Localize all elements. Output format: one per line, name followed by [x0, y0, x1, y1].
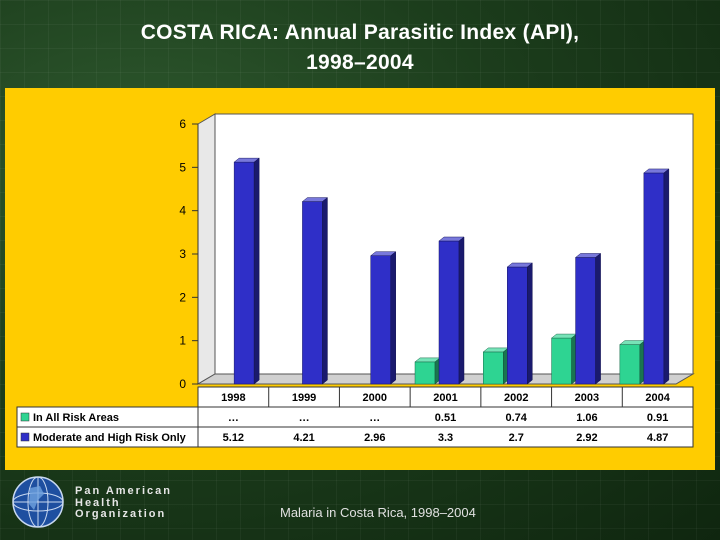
bar-all-risk-2003	[551, 337, 572, 385]
data-label-0-2004: 0.91	[647, 412, 668, 424]
bar-side-2004	[663, 168, 670, 385]
y-tick-label: 6	[179, 117, 186, 131]
chart-title-line2: 1998–2004	[306, 51, 414, 74]
bar-moderate-high-2003	[575, 257, 596, 385]
bar-side-2003	[595, 252, 601, 385]
x-tick-label-2004: 2004	[645, 392, 670, 404]
legend-swatch-0	[20, 412, 30, 422]
data-label-0-2001: 0.51	[435, 412, 456, 424]
x-tick-label-2000: 2000	[363, 392, 387, 404]
bar-all-risk-2001	[414, 361, 436, 385]
bar-side-2001	[458, 236, 465, 385]
bar-all-risk-2002	[483, 351, 504, 385]
data-label-0-1999: …	[299, 412, 310, 424]
data-label-1-1999: 4.21	[293, 432, 314, 444]
org-line3: Organization	[75, 508, 167, 520]
org-line1: Pan American	[75, 485, 172, 497]
data-label-1-1998: 5.12	[223, 432, 244, 444]
bar-moderate-high-2001	[438, 240, 460, 385]
legend-swatch-1	[20, 432, 30, 442]
data-label-0-2000: …	[369, 412, 380, 424]
bar-moderate-high-1998	[233, 161, 255, 385]
data-label-1-2002: 2.7	[509, 432, 524, 444]
org-line2: Health	[75, 496, 121, 509]
x-tick-label-2001: 2001	[433, 392, 457, 404]
x-tick-label-2002: 2002	[504, 392, 528, 404]
bar-moderate-high-1999	[302, 201, 323, 385]
data-label-1-2001: 3.3	[438, 432, 453, 444]
bar-side-1999	[322, 197, 328, 385]
bar-chart: 0 1 2 3 4 5 6 1998 1999 2000 2001 2002 2003 2004 In Al…	[16, 113, 695, 448]
data-label-0-2003: 1.06	[576, 412, 597, 424]
x-tick-label-2003: 2003	[575, 392, 599, 404]
data-label-0-2002: 0.74	[506, 412, 528, 424]
bar-moderate-high-2002	[507, 266, 528, 385]
data-label-1-2003: 2.92	[576, 432, 597, 444]
chart-title: COSTA RICA: Annual Parasitic Index (API)…	[40, 18, 680, 78]
bar-side-1998	[253, 157, 260, 385]
bar-moderate-high-2004	[643, 172, 665, 385]
y-tick-label: 0	[179, 377, 186, 391]
x-tick-label-1999: 1999	[292, 392, 316, 404]
bar-side-2002	[527, 262, 533, 385]
bar-all-risk-2004	[619, 344, 641, 385]
organization-name: Pan American Health Organization	[75, 485, 172, 521]
table-row-1	[16, 426, 694, 448]
bar-moderate-high-2000	[370, 255, 391, 385]
legend-label-1: Moderate and High Risk Only	[33, 432, 187, 444]
data-label-1-2000: 2.96	[364, 432, 385, 444]
y-tick-label: 3	[179, 247, 186, 261]
data-label-0-1998: …	[228, 412, 239, 424]
legend-label-0: In All Risk Areas	[33, 412, 119, 424]
paho-globe-logo-icon	[12, 476, 64, 528]
y-tick-label: 5	[179, 160, 186, 174]
chart-title-line1: COSTA RICA: Annual Parasitic Index (API)…	[140, 21, 580, 44]
chart-side-wall	[197, 113, 216, 385]
y-tick-label: 2	[179, 290, 186, 304]
x-tick-label-1998: 1998	[221, 392, 245, 404]
data-label-1-2004: 4.87	[647, 432, 668, 444]
y-tick-label: 1	[179, 334, 186, 348]
bar-side-2000	[390, 251, 396, 385]
y-tick-label: 4	[179, 204, 186, 218]
footer-caption: Malaria in Costa Rica, 1998–2004	[280, 505, 476, 520]
